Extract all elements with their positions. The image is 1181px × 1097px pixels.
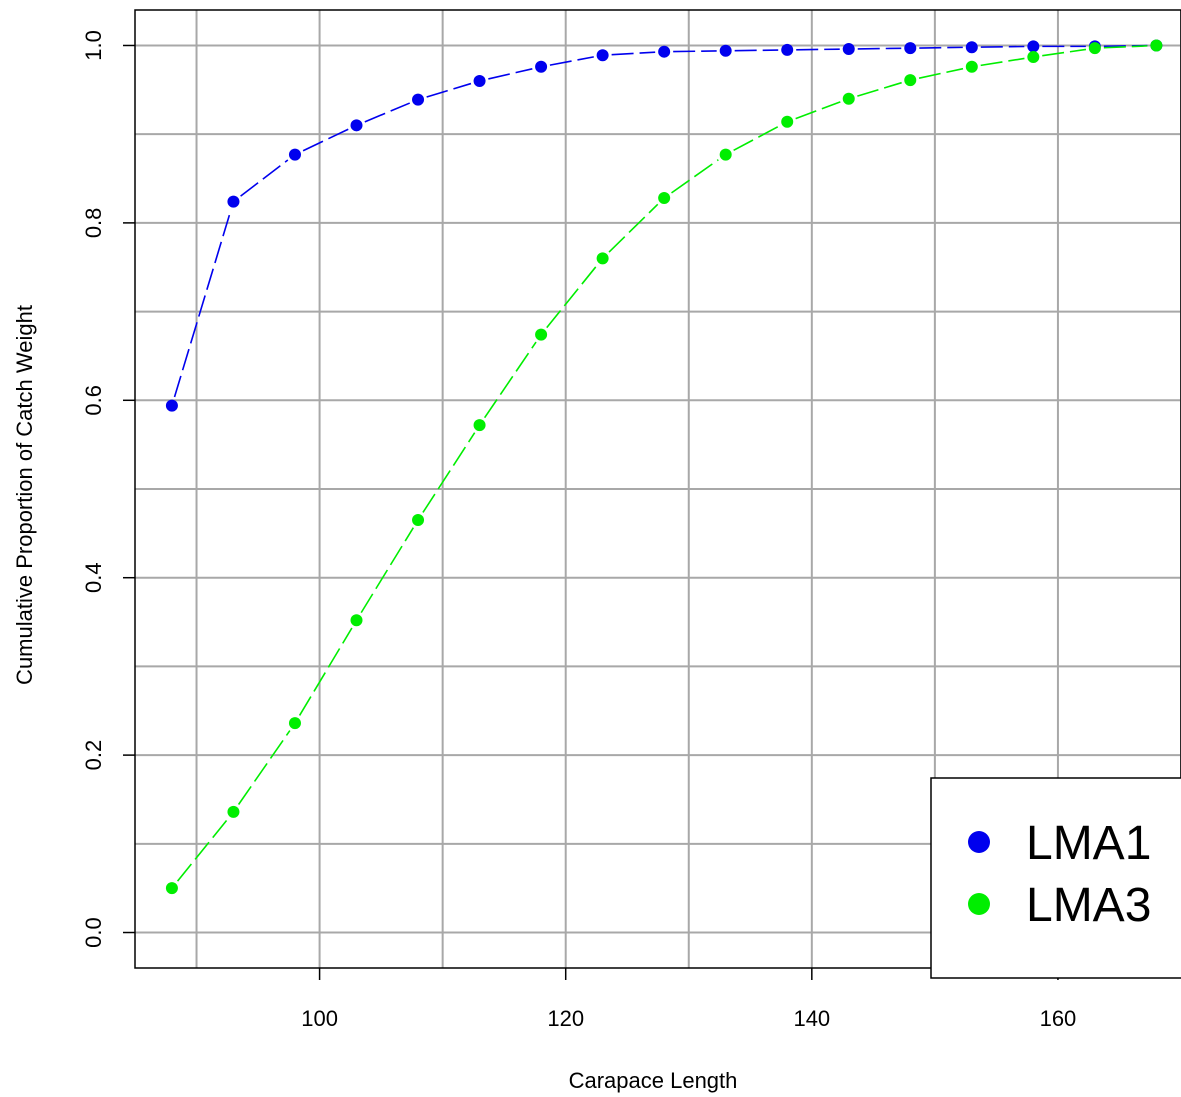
data-point-lma3 [658, 192, 671, 205]
data-point-lma3 [781, 115, 794, 128]
series-layer [165, 39, 1163, 895]
data-point-lma1 [165, 399, 178, 412]
data-point-lma1 [719, 44, 732, 57]
data-point-lma1 [350, 119, 363, 132]
series-line-segment [734, 49, 779, 52]
data-point-lma3 [1088, 42, 1101, 55]
data-point-lma1 [781, 43, 794, 56]
data-point-lma1 [596, 49, 609, 62]
data-point-lma3 [288, 717, 301, 730]
data-point-lma3 [1150, 39, 1163, 52]
series-line-segment [483, 341, 537, 419]
legend-marker-lma3 [968, 893, 990, 915]
series-line-segment [549, 56, 594, 66]
legend: LMA1 LMA3 [930, 777, 1181, 979]
series-line-segment [1103, 45, 1148, 49]
series-line-segment [857, 81, 902, 97]
series-line-segment [173, 209, 232, 398]
x-tick-label: 120 [547, 1006, 584, 1031]
data-point-lma3 [842, 92, 855, 105]
data-point-lma1 [965, 41, 978, 54]
series-line-segment [1042, 48, 1087, 57]
data-point-lma3 [412, 514, 425, 527]
series-line-segment [237, 730, 291, 805]
y-tick-label: 0.6 [81, 385, 106, 416]
series-line-segment [364, 102, 411, 123]
data-point-lma3 [719, 148, 732, 161]
y-axis: 0.0 0.2 0.4 0.6 0.8 1.0 [81, 30, 135, 948]
data-point-lma1 [473, 74, 486, 87]
series-line-segment [918, 67, 964, 79]
data-point-lma3 [904, 74, 917, 87]
y-tick-label: 0.8 [81, 208, 106, 239]
data-point-lma1 [658, 45, 671, 58]
legend-box [930, 777, 1181, 979]
series-line-segment [608, 203, 659, 253]
grid [135, 10, 1181, 968]
legend-label-lma1: LMA1 [1026, 817, 1151, 870]
series-line-segment [671, 159, 719, 194]
legend-label-lma3: LMA3 [1026, 879, 1151, 932]
y-tick-label: 0.2 [81, 740, 106, 771]
series-line-segment [240, 159, 289, 197]
y-tick-label: 0.4 [81, 562, 106, 593]
data-point-lma3 [535, 328, 548, 341]
data-point-lma1 [535, 60, 548, 73]
y-axis-label: Cumulative Proportion of Catch Weight [12, 305, 37, 685]
series-line-segment [488, 68, 533, 80]
series-lma3 [165, 39, 1163, 895]
x-tick-label: 160 [1040, 1006, 1077, 1031]
series-line-segment [857, 47, 902, 50]
data-point-lma3 [1027, 51, 1040, 64]
series-line-segment [426, 82, 472, 98]
data-point-lma3 [350, 614, 363, 627]
series-line-segment [733, 125, 780, 152]
series-line-segment [422, 432, 476, 513]
series-line-segment [302, 128, 349, 152]
x-tick-label: 140 [793, 1006, 830, 1031]
series-line-segment [980, 57, 1025, 67]
data-point-lma3 [965, 60, 978, 73]
series-line-segment [546, 264, 598, 329]
series-line-segment [795, 101, 841, 120]
data-point-lma1 [227, 195, 240, 208]
data-point-lma1 [904, 42, 917, 55]
legend-marker-lma1 [968, 831, 990, 853]
series-line-segment [796, 48, 840, 51]
series-line-segment [176, 818, 229, 882]
series-line-segment [298, 627, 353, 716]
y-tick-label: 1.0 [81, 30, 106, 61]
data-point-lma3 [596, 252, 609, 265]
data-point-lma3 [227, 805, 240, 818]
series-lma1 [165, 39, 1163, 412]
data-point-lma1 [842, 43, 855, 56]
x-tick-label: 100 [301, 1006, 338, 1031]
plot-frame [134, 9, 1181, 969]
data-point-lma3 [165, 882, 178, 895]
series-line-segment [611, 51, 656, 56]
data-point-lma1 [1027, 40, 1040, 53]
data-point-lma1 [412, 93, 425, 106]
data-point-lma1 [288, 148, 301, 161]
series-line-segment [919, 46, 963, 49]
series-line-segment [980, 45, 1025, 48]
series-line-segment [360, 527, 415, 614]
y-tick-label: 0.0 [81, 917, 106, 948]
data-point-lma3 [473, 419, 486, 432]
x-axis-label: Carapace Length [569, 1068, 738, 1093]
series-line-segment [673, 50, 717, 53]
